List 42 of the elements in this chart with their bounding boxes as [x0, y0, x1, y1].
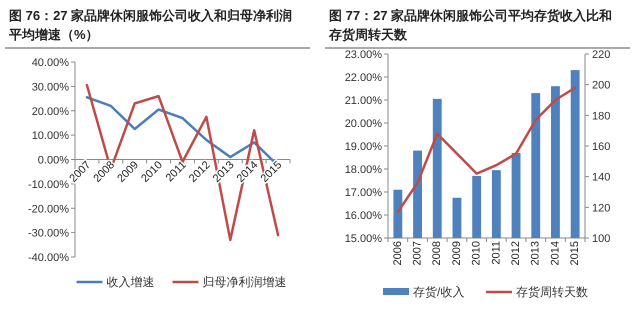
y2-tick-label: 140: [592, 172, 610, 184]
y-tick-label: 17.00%: [344, 187, 382, 199]
y-tick-label: 30.00%: [32, 81, 70, 94]
x-tick-label: 2008: [431, 241, 444, 266]
y2-tick-label: 200: [592, 80, 610, 92]
x-tick-label: 2010: [470, 241, 483, 266]
legend-label: 存货/收入: [413, 285, 464, 299]
y2-tick-label: 160: [592, 141, 610, 153]
legend-label: 收入增速: [106, 275, 154, 289]
x-tick-label: 2011: [490, 241, 502, 265]
y-tick-label: 10.00%: [32, 130, 70, 142]
y-tick-label: 23.00%: [344, 49, 382, 61]
x-tick-label: 2013: [530, 241, 542, 266]
y2-tick-label: 100: [592, 233, 610, 245]
x-tick-label: 2015: [569, 241, 582, 266]
y-tick-label: -20.00%: [28, 203, 70, 216]
x-tick-label: 2014: [549, 241, 562, 266]
x-tick-label: 2006: [392, 241, 404, 266]
y-tick-label: 18.00%: [344, 164, 382, 176]
y-tick-label: 22.00%: [344, 72, 382, 84]
legend-label: 归母净利润增速: [202, 275, 286, 289]
x-tick-label: 2009: [450, 241, 463, 266]
y-tick-label: 15.00%: [344, 233, 382, 245]
y-tick-label: 40.00%: [32, 57, 70, 69]
x-tick-label: 2012: [510, 241, 522, 266]
y-tick-label: 20.00%: [32, 106, 70, 118]
line-series: [396, 86, 576, 214]
y-tick-label: 16.00%: [344, 210, 382, 222]
y2-tick-label: 220: [592, 49, 610, 61]
y-tick-label: 21.00%: [344, 95, 382, 107]
chart-title: 图 77：27 家品牌休闲服饰公司平均存货收入比和存货周转天数: [328, 8, 612, 42]
x-tick-label: 2007: [411, 241, 424, 266]
y-tick-label: 0.00%: [38, 154, 70, 166]
legend-label: 存货周转天数: [516, 285, 588, 299]
y2-tick-label: 180: [592, 110, 610, 122]
y2-tick-label: 120: [592, 202, 610, 214]
y-tick-label: 19.00%: [344, 141, 382, 153]
y-tick-label: -10.00%: [28, 178, 70, 191]
y-tick-label: 20.00%: [344, 118, 382, 130]
y-tick-label: -40.00%: [28, 252, 70, 264]
y-tick-label: -30.00%: [28, 228, 70, 240]
chart-title: 图 76：27 家品牌休闲服饰公司收入和归母净利润平均增速（%）: [8, 8, 292, 42]
